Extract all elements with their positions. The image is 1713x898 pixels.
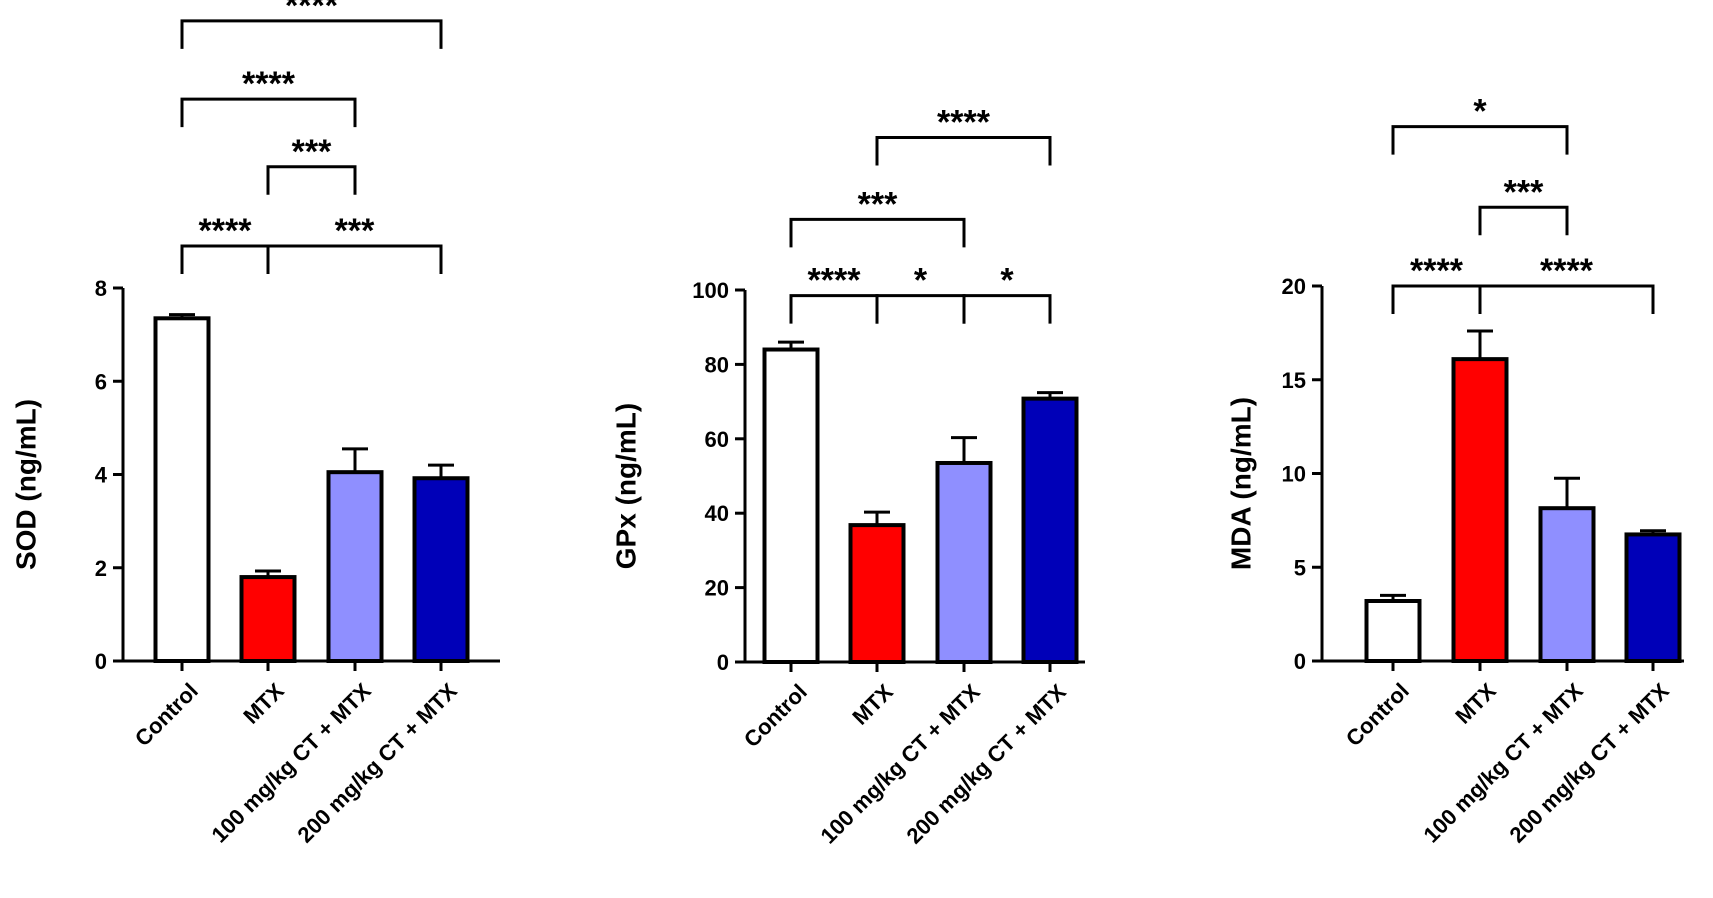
bar	[153, 316, 211, 663]
significance-bracket	[789, 294, 879, 324]
y-tick-label: 10	[1282, 462, 1306, 487]
significance-label: ****	[1410, 252, 1464, 290]
bar	[848, 523, 906, 664]
significance-label: *	[1473, 93, 1487, 131]
bar	[1624, 532, 1682, 663]
y-tick-label: 60	[705, 427, 729, 452]
x-category-label: Control	[130, 678, 203, 751]
x-category-label: 200 mg/kg CT + MTX	[292, 678, 462, 848]
significance-label: ****	[1540, 252, 1594, 290]
bar	[1451, 357, 1509, 663]
y-axis-title: MDA (ng/mL)	[1225, 397, 1256, 570]
y-tick-label: 4	[95, 463, 108, 488]
significance-label: ****	[199, 212, 253, 250]
significance-bracket	[789, 217, 966, 248]
y-tick-label: 0	[1294, 649, 1306, 674]
y-tick-label: 20	[1282, 274, 1306, 299]
x-category-label: Control	[1341, 678, 1414, 751]
x-category-label: 200 mg/kg CT + MTX	[1504, 678, 1674, 848]
significance-bracket	[875, 135, 1052, 166]
x-category-label: MTX	[847, 679, 898, 730]
x-category-label: 100 mg/kg CT + MTX	[1418, 678, 1588, 848]
x-category-label: Control	[739, 679, 812, 752]
bar	[1538, 506, 1596, 663]
bar	[1021, 396, 1079, 664]
y-tick-label: 0	[717, 650, 729, 675]
bar	[1364, 599, 1422, 663]
y-axis-title: GPx (ng/mL)	[610, 403, 641, 569]
significance-bracket	[875, 294, 966, 324]
y-tick-label: 80	[705, 352, 729, 377]
significance-label: *	[1000, 262, 1014, 300]
x-category-label: 100 mg/kg CT + MTX	[206, 678, 376, 848]
x-category-label: MTX	[238, 678, 289, 729]
significance-label: ****	[808, 262, 862, 300]
bar	[326, 470, 384, 664]
y-tick-label: 2	[95, 556, 107, 581]
y-tick-label: 15	[1282, 368, 1306, 393]
significance-bracket	[180, 19, 443, 49]
bar	[239, 575, 297, 664]
significance-bracket	[1478, 205, 1569, 236]
significance-label: ****	[937, 103, 991, 141]
significance-label: ***	[858, 185, 898, 223]
y-tick-label: 8	[95, 276, 107, 301]
significance-bracket	[266, 244, 443, 275]
significance-bracket	[180, 97, 357, 128]
significance-bracket	[1391, 125, 1569, 155]
significance-bracket	[180, 244, 270, 275]
x-category-label: MTX	[1450, 678, 1501, 729]
significance-label: *	[914, 262, 928, 300]
x-category-label: 100 mg/kg CT + MTX	[815, 679, 985, 849]
y-tick-label: 20	[705, 576, 729, 601]
significance-label: ***	[1504, 173, 1544, 211]
bar	[762, 347, 820, 664]
y-axis-title: SOD (ng/mL)	[10, 399, 41, 570]
significance-bracket	[1391, 284, 1482, 314]
significance-label: ****	[285, 0, 339, 25]
significance-label: ***	[292, 133, 332, 171]
y-tick-label: 6	[95, 369, 107, 394]
significance-bracket	[962, 294, 1052, 324]
y-tick-label: 40	[705, 501, 729, 526]
significance-label: ***	[335, 212, 375, 250]
significance-bracket	[266, 165, 357, 195]
x-category-label: 200 mg/kg CT + MTX	[901, 679, 1071, 849]
significance-bracket	[1478, 284, 1655, 314]
bar	[412, 476, 470, 664]
significance-label: ****	[242, 65, 296, 103]
y-tick-label: 5	[1294, 555, 1306, 580]
bar	[935, 460, 993, 665]
y-tick-label: 0	[95, 649, 107, 674]
y-tick-label: 100	[692, 278, 729, 303]
